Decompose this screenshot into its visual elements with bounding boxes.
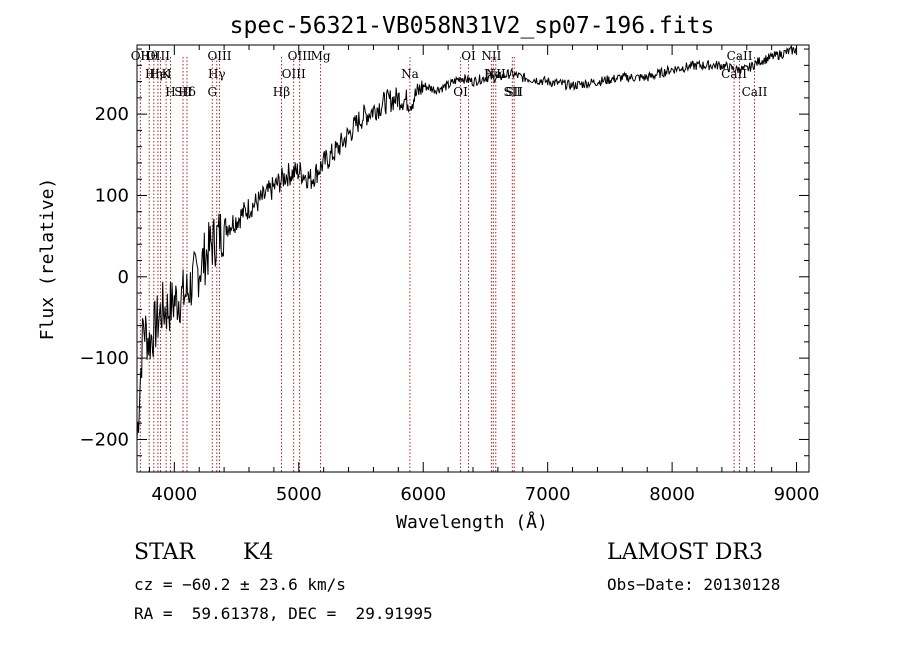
emission-line-label: Hη [145, 67, 163, 81]
emission-line-label: Hδ [178, 85, 196, 99]
x-tick-label: 9000 [774, 484, 820, 505]
y-tick-label: −100 [80, 348, 129, 369]
emission-line-label: OIII [282, 67, 306, 81]
emission-line-label: OIII [207, 49, 231, 63]
x-tick-label: 7000 [525, 484, 571, 505]
object-class: STAR [134, 540, 195, 565]
y-tick-label: 200 [95, 104, 129, 125]
emission-line-label: SII [174, 85, 192, 99]
object-subclass: K4 [243, 540, 274, 565]
y-axis-label: Flux (relative) [37, 178, 58, 341]
x-tick-label: 4000 [151, 484, 197, 505]
emission-lines [139, 57, 755, 472]
emission-line-label: Hγ [208, 67, 226, 81]
plot-frame [136, 44, 810, 473]
y-axis-ticks: −200 −100 0 100 200 [80, 48, 809, 473]
emission-line-label: CaII [721, 67, 747, 81]
redshift-cz: cz = −60.2 ± 23.6 km/s [134, 575, 346, 594]
y-tick-label: −200 [80, 429, 129, 450]
x-tick-label: 6000 [400, 484, 446, 505]
emission-line-label: NII [481, 49, 501, 63]
emission-line-labels: HθKHδOIIHeISIIOIIIHηHOIIIHγGOIIIOIIIHβMg… [131, 49, 768, 99]
x-axis-label: Wavelength (Å) [396, 511, 548, 533]
coordinates: RA = 59.61378, DEC = 29.91995 [134, 604, 433, 623]
observation-date: Obs−Date: 20130128 [607, 575, 781, 594]
emission-line-label: Na [401, 67, 419, 81]
emission-line-label: Hθ [140, 49, 158, 63]
emission-line-label: CaII [727, 49, 753, 63]
emission-line-label: OIII [146, 49, 170, 63]
x-tick-label: 8000 [649, 484, 695, 505]
emission-line-label: CaII [742, 85, 768, 99]
x-tick-label: 5000 [276, 484, 322, 505]
y-tick-label: 0 [118, 267, 129, 288]
chart-title: spec-56321-VB058N31V2_sp07-196.fits [230, 13, 715, 39]
emission-line-label: G [207, 85, 217, 99]
emission-line-label: OII [131, 49, 151, 63]
flux-series-line [136, 45, 797, 441]
survey-name: LAMOST DR3 [607, 540, 763, 565]
emission-line-label: H [165, 85, 175, 99]
emission-line-label: Mg [311, 49, 331, 63]
emission-line-label: OIII [288, 49, 312, 63]
emission-line-label: K [162, 67, 172, 81]
y-tick-label: 100 [95, 185, 129, 206]
x-axis-ticks: 4000 5000 6000 7000 8000 9000 [148, 45, 820, 505]
emission-line-label: OI [461, 49, 476, 63]
emission-line-label: HeI [149, 67, 172, 81]
emission-line-label: Hβ [273, 85, 290, 99]
emission-line-label: SII [503, 85, 521, 99]
emission-line-label: SII [505, 85, 523, 99]
emission-line-label: OI [453, 85, 468, 99]
